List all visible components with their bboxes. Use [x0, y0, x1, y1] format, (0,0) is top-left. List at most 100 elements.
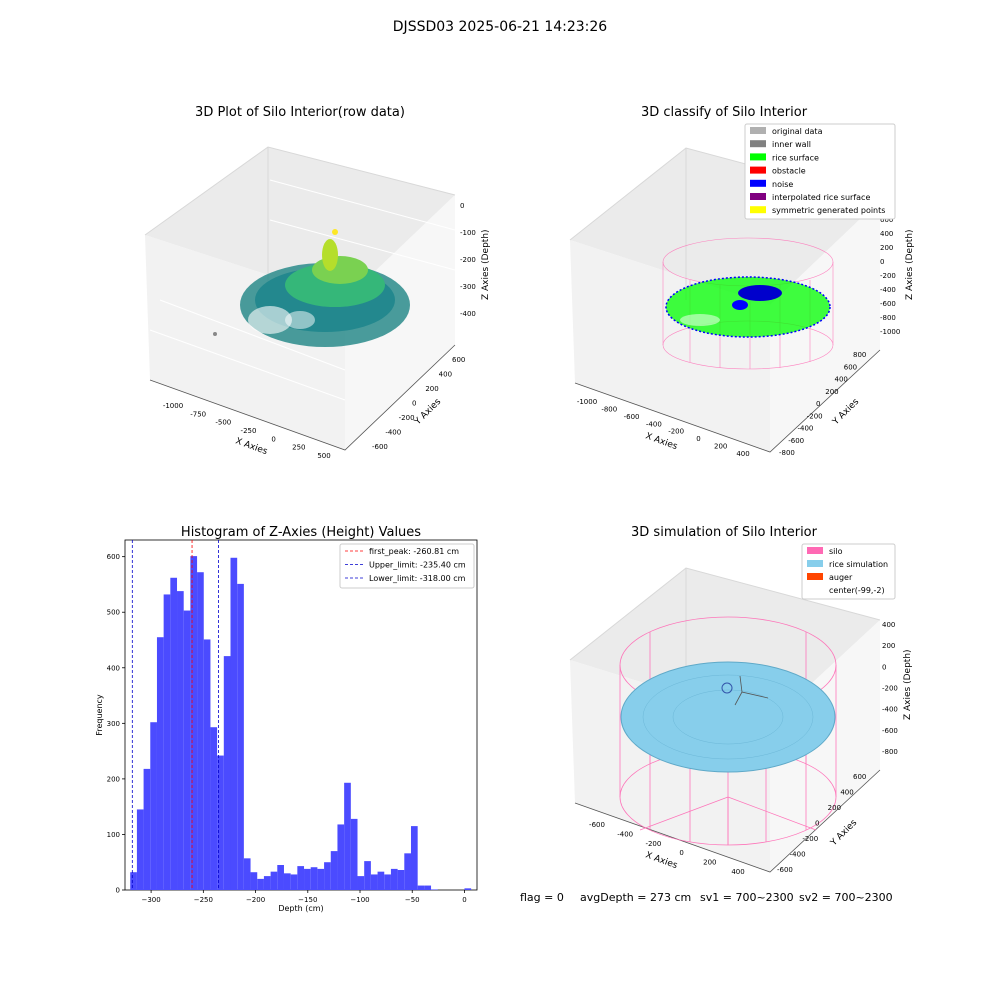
simulation-legend-label: silo: [829, 547, 843, 556]
histogram-bar: [197, 572, 204, 890]
panel-raw-xticks: -1000 -750 -500 -250 0 250 500: [163, 402, 331, 460]
classify-legend-label: noise: [772, 180, 793, 189]
classify-ytick-label: 600: [844, 363, 857, 371]
histogram-bar: [283, 873, 291, 890]
classify-xtick-label: -200: [668, 428, 684, 436]
histogram-bar: [464, 888, 472, 890]
panel-classify-xticks: -1000 -800 -600 -400 -200 0 200 400: [577, 398, 750, 458]
histogram-bar: [150, 722, 157, 890]
panel-raw-title: 3D Plot of Silo Interior(row data): [195, 105, 405, 120]
classify-ztick-label: 0: [880, 258, 884, 266]
raw-ztick-label: 0: [460, 202, 464, 210]
raw-ytick-label: 600: [452, 356, 465, 364]
histogram-bar: [377, 871, 385, 890]
histogram-bar: [190, 556, 198, 890]
histogram-bar: [183, 610, 191, 890]
raw-xtick-label: 0: [271, 435, 275, 443]
classify-legend-swatch: [750, 206, 766, 214]
classify-ytick-label: 200: [825, 388, 838, 396]
histogram-bar: [384, 874, 391, 890]
histogram-bar: [344, 782, 351, 890]
histogram-bar: [250, 872, 258, 890]
classify-ztick-label: -200: [880, 272, 896, 280]
panel-raw-xlabel: X Axies: [234, 436, 269, 457]
simulation-ztick-label: -800: [882, 748, 898, 756]
classify-ztick-label: -800: [880, 314, 896, 322]
simulation-xtick-label: 0: [679, 849, 683, 857]
classify-legend-label: original data: [772, 127, 823, 136]
raw-ytick-label: 400: [439, 371, 452, 379]
histogram-ytick-label: 500: [107, 609, 120, 617]
simulation-ytick-label: 200: [828, 804, 841, 812]
classify-legend-swatch: [750, 166, 766, 174]
histogram-ylabel: Frequency: [95, 694, 104, 736]
status-flag: flag = 0: [520, 891, 564, 904]
histogram-ytick-label: 200: [107, 775, 120, 783]
classify-ytick-label: -200: [807, 412, 823, 420]
panel-raw-zticks: -400 -300 -200 -100 0: [460, 202, 476, 318]
histogram-xtick-label: −300: [141, 896, 160, 904]
simulation-legend-swatch: [807, 560, 823, 567]
histogram-yticks: 0 100 200 300 400 500 600: [107, 553, 125, 895]
histogram-bar: [431, 889, 438, 890]
classify-xtick-label: 200: [714, 443, 727, 451]
simulation-ytick-label: -600: [777, 866, 793, 874]
histogram-bar: [257, 878, 264, 890]
simulation-ytick-label: 400: [840, 789, 853, 797]
histogram-bar: [297, 866, 305, 890]
panel-simulation-auger: [721, 675, 769, 706]
classify-legend-swatch: [750, 140, 766, 148]
classify-ytick-label: 0: [816, 400, 820, 408]
simulation-ytick-label: 600: [853, 773, 866, 781]
histogram-bar: [324, 862, 331, 890]
classify-ztick-label: -400: [880, 286, 896, 294]
simulation-legend-swatch: [807, 573, 823, 580]
histogram-bar: [263, 876, 271, 890]
histogram-ytick-label: 100: [107, 831, 120, 839]
histogram-bar: [203, 639, 211, 890]
panel-simulation-title: 3D simulation of Silo Interior: [631, 525, 818, 540]
histogram-bar: [310, 867, 318, 890]
histogram-xticks: −300 −250 −200 −150 −100 −50 0: [141, 890, 467, 904]
simulation-ytick-label: -400: [790, 851, 806, 859]
classify-ztick-label: 200: [880, 244, 893, 252]
histogram-bar: [410, 826, 418, 890]
panel-classify-rice-surface: [665, 276, 831, 338]
classify-ytick-label: -600: [788, 437, 804, 445]
simulation-ztick-label: -400: [882, 706, 898, 714]
panel-raw-point-cloud: [213, 229, 410, 347]
panel-classify-legend: original data inner wall rice surface obsta…: [744, 123, 896, 220]
simulation-xtick-label: -200: [645, 840, 661, 848]
simulation-ztick-label: -600: [882, 727, 898, 735]
histogram-ytick-label: 0: [116, 887, 120, 895]
classify-ztick-label: -600: [880, 300, 896, 308]
raw-xtick-label: -750: [190, 410, 206, 418]
panel-simulation-zlabel: Z Axies (Depth): [903, 649, 913, 720]
simulation-ytick-label: -200: [802, 835, 818, 843]
simulation-legend-label: center(-99,-2): [829, 586, 885, 595]
panel-classify-zlabel: Z Axies (Depth): [905, 229, 915, 300]
panel-classify-yticks: -800 -600 -400 -200 0 200 400 600 800: [779, 351, 866, 457]
classify-xtick-label: 400: [736, 450, 749, 458]
raw-ytick-label: 0: [412, 400, 416, 408]
histogram-bar: [163, 594, 171, 890]
simulation-xtick-label: 200: [703, 859, 716, 867]
classify-legend-label: interpolated rice surface: [772, 193, 870, 202]
raw-xtick-label: -250: [241, 427, 257, 435]
simulation-legend-label: rice simulation: [829, 560, 888, 569]
histogram-bar: [290, 874, 298, 890]
histogram-bar: [397, 870, 405, 890]
classify-ztick-label: 600: [880, 216, 893, 224]
histogram-bar: [337, 824, 345, 890]
panel-simulation-legend: silo rice simulation auger center(-99,-2): [801, 543, 896, 600]
panel-classify-ylabel: Y Axies: [830, 397, 861, 428]
histogram-legend-label: Lower_limit: -318.00 cm: [369, 574, 466, 583]
raw-ytick-label: -400: [385, 429, 401, 437]
classify-legend-label: symmetric generated points: [772, 206, 885, 215]
classify-legend-swatch: [750, 179, 766, 187]
raw-ztick-label: -200: [460, 256, 476, 264]
histogram-bar: [424, 885, 432, 890]
histogram-xtick-label: −150: [298, 896, 317, 904]
